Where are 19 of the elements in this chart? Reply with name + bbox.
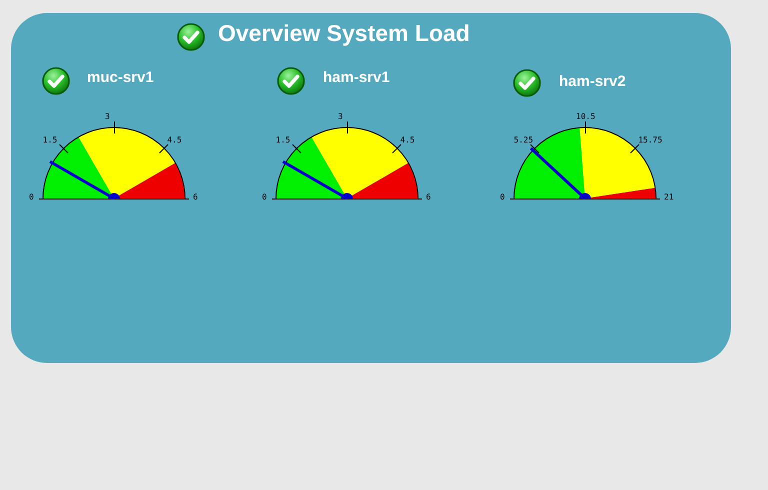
text: 0 (500, 192, 505, 202)
text: Overview System Load (218, 20, 470, 46)
text: 1.5 (42, 136, 58, 145)
text: 3 (338, 112, 343, 122)
text: 15.75 (638, 136, 662, 145)
text: 6 (193, 192, 198, 202)
chart-title: ham-srv2 (559, 73, 626, 90)
text: 3 (105, 112, 110, 122)
text: 5.25 (514, 136, 534, 145)
text: 10.5 (576, 112, 596, 122)
text: 0 (29, 192, 34, 202)
chart-title: muc-srv1 (87, 69, 154, 86)
chart-title: ham-srv1 (323, 69, 390, 86)
text: 0 (262, 192, 267, 202)
text: 4.5 (167, 136, 182, 145)
text: 21 (664, 192, 674, 202)
text: 1.5 (276, 136, 290, 145)
text: 6 (426, 192, 431, 202)
text: 4.5 (400, 136, 415, 145)
